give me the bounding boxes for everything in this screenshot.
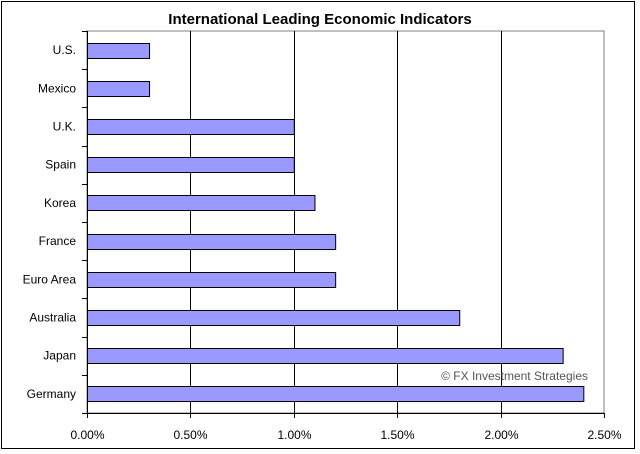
bar [87,348,564,364]
chart-title: International Leading Economic Indicator… [168,11,471,28]
y-tick-labels: U.S. Mexico U.K. Spain Korea France Euro Area A… [23,43,77,401]
y-tick-label: U.S. [53,43,76,57]
x-tick-label: 2.50% [587,428,621,442]
bar [87,386,585,402]
y-tick-label: Australia [29,311,76,325]
y-tick-label: Germany [27,387,76,401]
bar [87,81,151,97]
y-tick-label: Euro Area [23,272,77,286]
bar [87,272,337,288]
copyright-annotation: © FX Investment Strategies [441,369,588,383]
bar [87,157,295,173]
y-tick-label: Japan [43,349,76,363]
axes [82,31,605,418]
x-tick-labels: 0.00% 0.50% 1.00% 1.50% 2.00% 2.50% [70,428,621,442]
bar [87,310,461,326]
x-tick-label: 1.50% [380,428,414,442]
bar [87,195,316,211]
x-tick-label: 0.50% [173,428,207,442]
x-tick-label: 0.00% [70,428,104,442]
y-tick-label: U.K. [53,120,76,134]
bar [87,43,151,59]
x-tick-label: 2.00% [484,428,518,442]
bar [87,234,337,250]
y-tick-label: Korea [44,196,76,210]
y-tick-label: France [39,234,77,248]
y-tick-label: Spain [45,158,76,172]
x-tick-label: 1.00% [277,428,311,442]
bar [87,119,295,135]
y-tick-label: Mexico [38,81,76,95]
bars [87,43,585,402]
